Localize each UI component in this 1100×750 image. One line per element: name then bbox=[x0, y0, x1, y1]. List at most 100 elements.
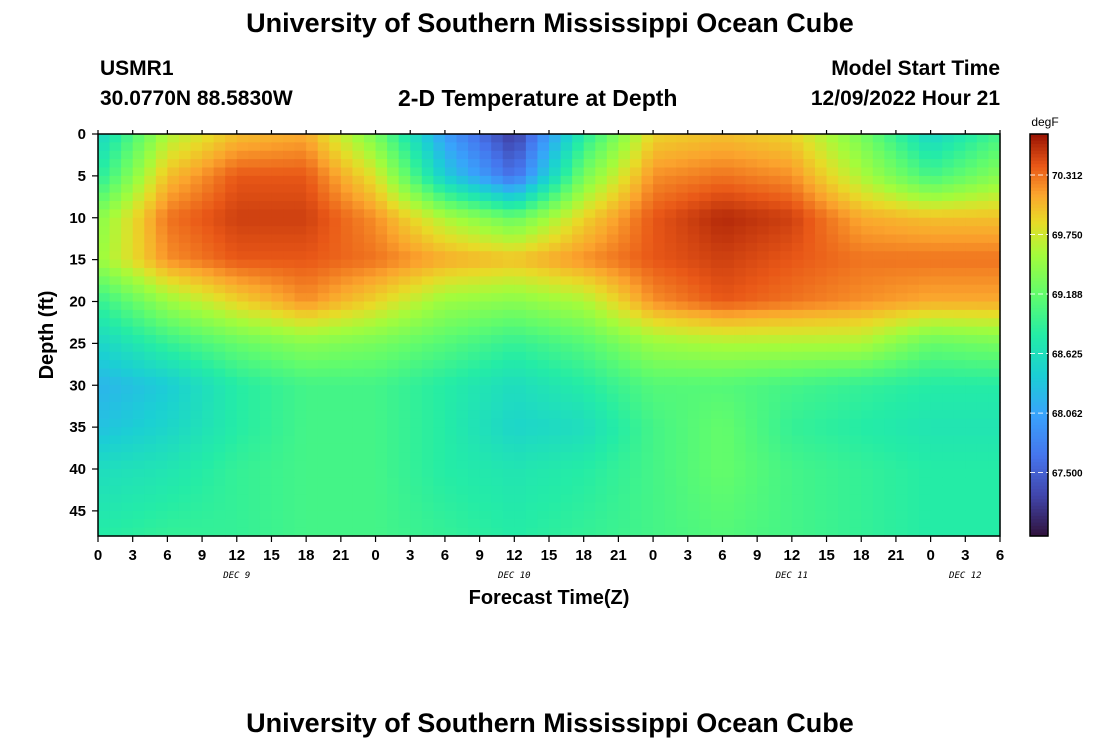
heatmap-cell bbox=[456, 385, 469, 395]
heatmap-cell bbox=[734, 318, 747, 328]
heatmap-cell bbox=[872, 251, 885, 261]
heatmap-cell bbox=[838, 418, 851, 428]
heatmap-cell bbox=[780, 502, 793, 512]
heatmap-cell bbox=[259, 167, 273, 177]
heatmap-cell bbox=[710, 402, 724, 411]
heatmap-cell bbox=[849, 175, 862, 185]
heatmap-cell bbox=[433, 234, 446, 244]
heatmap-cell bbox=[618, 527, 631, 537]
heatmap-cell bbox=[294, 226, 307, 236]
heatmap-cell bbox=[329, 343, 342, 353]
date-label: DEC 11 bbox=[775, 571, 809, 581]
y-tick-label: 35 bbox=[69, 419, 86, 436]
heatmap-cell bbox=[583, 427, 596, 437]
colorbar-segment bbox=[1030, 244, 1048, 249]
heatmap-cell bbox=[687, 201, 700, 210]
heatmap-cell bbox=[398, 234, 411, 244]
heatmap-cell bbox=[583, 184, 596, 194]
colorbar-segment bbox=[1030, 308, 1048, 313]
heatmap-cell bbox=[907, 192, 920, 202]
heatmap-cell bbox=[352, 201, 365, 210]
heatmap-cell bbox=[653, 460, 666, 470]
heatmap-cell bbox=[306, 427, 319, 437]
heatmap-cell bbox=[988, 134, 1001, 143]
heatmap-cell bbox=[583, 167, 596, 177]
heatmap-cell bbox=[618, 259, 631, 269]
heatmap-cell bbox=[144, 343, 157, 353]
heatmap-cell bbox=[965, 201, 978, 210]
heatmap-cell bbox=[942, 259, 955, 269]
heatmap-cell bbox=[259, 192, 273, 202]
heatmap-cell bbox=[121, 226, 134, 236]
heatmap-cell bbox=[178, 251, 192, 261]
heatmap-cell bbox=[629, 167, 643, 177]
heatmap-cell bbox=[768, 242, 781, 252]
heatmap-cell bbox=[687, 150, 700, 160]
heatmap-cell bbox=[676, 293, 689, 303]
heatmap-cell bbox=[653, 318, 666, 328]
x-tick-label: 18 bbox=[298, 547, 315, 564]
heatmap-cell bbox=[710, 427, 724, 437]
heatmap-cell bbox=[444, 460, 458, 470]
heatmap-cell bbox=[363, 217, 377, 227]
heatmap-cell bbox=[178, 276, 192, 286]
heatmap-cell bbox=[410, 234, 423, 244]
heatmap-cell bbox=[502, 477, 515, 487]
heatmap-cell bbox=[468, 418, 481, 428]
heatmap-cell bbox=[757, 410, 770, 420]
heatmap-cell bbox=[849, 351, 862, 361]
heatmap-cell bbox=[734, 167, 747, 177]
heatmap-cell bbox=[213, 402, 226, 411]
heatmap-cell bbox=[780, 259, 793, 269]
heatmap-cell bbox=[664, 477, 677, 487]
heatmap-cell bbox=[167, 142, 180, 152]
heatmap-cell bbox=[98, 418, 111, 428]
heatmap-cell bbox=[791, 360, 805, 370]
heatmap-cell bbox=[294, 335, 307, 344]
heatmap-cell bbox=[121, 410, 134, 420]
heatmap-cell bbox=[895, 242, 909, 252]
heatmap-cell bbox=[965, 376, 978, 386]
heatmap-cell bbox=[791, 217, 805, 227]
heatmap-cell bbox=[757, 268, 770, 277]
heatmap-cell bbox=[167, 217, 180, 227]
heatmap-cell bbox=[861, 402, 874, 411]
heatmap-cell bbox=[248, 134, 261, 143]
heatmap-cell bbox=[121, 460, 134, 470]
heatmap-cell bbox=[352, 452, 365, 462]
heatmap-cell bbox=[294, 326, 307, 336]
model-start-label: Model Start Time bbox=[831, 57, 1000, 80]
heatmap-cell bbox=[456, 452, 469, 462]
heatmap-cell bbox=[814, 443, 828, 453]
heatmap-cell bbox=[271, 443, 284, 453]
heatmap-cell bbox=[421, 393, 434, 403]
heatmap-cell bbox=[861, 427, 874, 437]
heatmap-cell bbox=[953, 309, 966, 319]
heatmap-cell bbox=[699, 284, 712, 294]
heatmap-cell bbox=[421, 184, 434, 194]
heatmap-cell bbox=[132, 134, 145, 143]
heatmap-cell bbox=[606, 293, 619, 303]
colorbar-label: 68.625 bbox=[1052, 350, 1083, 361]
heatmap-cell bbox=[757, 418, 770, 428]
heatmap-cell bbox=[687, 376, 700, 386]
heatmap-cell bbox=[560, 494, 573, 504]
heatmap-cell bbox=[468, 134, 481, 143]
heatmap-cell bbox=[236, 201, 249, 210]
heatmap-cell bbox=[895, 443, 909, 453]
heatmap-cell bbox=[907, 527, 920, 537]
heatmap-cell bbox=[537, 150, 550, 160]
heatmap-cell bbox=[872, 192, 885, 202]
heatmap-cell bbox=[595, 485, 608, 495]
heatmap-cell bbox=[271, 351, 284, 361]
heatmap-cell bbox=[757, 309, 770, 319]
heatmap-cell bbox=[826, 301, 839, 311]
heatmap-cell bbox=[202, 167, 215, 177]
heatmap-cell bbox=[549, 351, 562, 361]
heatmap-cell bbox=[525, 494, 539, 504]
heatmap-cell bbox=[780, 385, 793, 395]
x-tick-label: 21 bbox=[888, 547, 905, 564]
heatmap-cell bbox=[248, 376, 261, 386]
heatmap-cell bbox=[884, 234, 897, 244]
heatmap-cell bbox=[363, 184, 377, 194]
